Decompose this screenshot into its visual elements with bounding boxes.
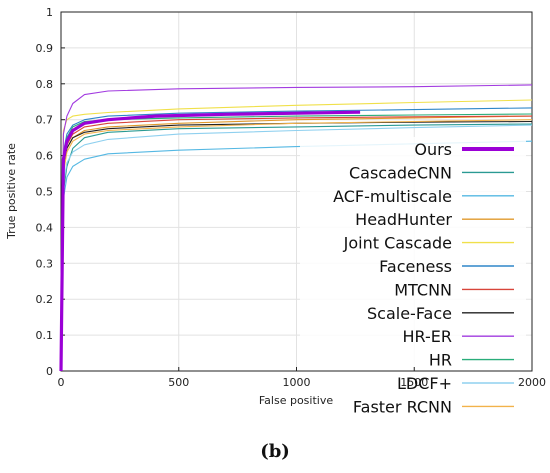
legend: Ours CascadeCNN ACF-multiscale HeadHunter Jo… bbox=[300, 137, 526, 416]
series-line-cascadecnn bbox=[60, 123, 533, 372]
legend-label-ldcf: LDCF+ bbox=[397, 374, 452, 393]
legend-label-acf-multiscale: ACF-multiscale bbox=[333, 187, 452, 206]
legend-label-hr: HR bbox=[429, 351, 452, 370]
grid bbox=[61, 12, 532, 371]
legend-label-faceness: Faceness bbox=[379, 257, 452, 276]
series-line-ldcf bbox=[60, 124, 533, 372]
x-tick-label: 1500 bbox=[400, 376, 428, 389]
y-tick-label: 0 bbox=[46, 365, 53, 378]
y-tick-label: 0.7 bbox=[36, 114, 54, 127]
legend-label-hr-er: HR-ER bbox=[403, 327, 453, 346]
x-axis-label: False positive bbox=[259, 394, 333, 407]
legend-label-faster-rcnn: Faster RCNN bbox=[353, 397, 452, 416]
y-tick-label: 0.4 bbox=[36, 221, 54, 234]
x-tick-label: 1000 bbox=[283, 376, 311, 389]
x-tick-label: 0 bbox=[58, 376, 65, 389]
legend-label-ours: Ours bbox=[414, 140, 452, 159]
caption-label: (b) bbox=[260, 441, 290, 462]
y-tick-label: 0.8 bbox=[36, 78, 54, 91]
series-line-hr-er bbox=[60, 84, 533, 372]
x-tick-label: 500 bbox=[168, 376, 189, 389]
series-lines bbox=[59, 84, 533, 372]
figure-caption: (b) bbox=[0, 441, 550, 462]
y-tick-label: 0.6 bbox=[36, 150, 54, 163]
legend-label-scale-face: Scale-Face bbox=[367, 304, 452, 323]
legend-label-cascadecnn: CascadeCNN bbox=[349, 163, 452, 182]
y-tick-label: 0.9 bbox=[36, 42, 54, 55]
y-tick-label: 0.5 bbox=[36, 186, 54, 199]
series-line-faster-rcnn bbox=[60, 119, 533, 372]
axis-ticks: 0 500 1000 1500 2000 0 0.1 0.2 0.3 0.4 0.5 0.6 0.7 0.… bbox=[36, 6, 547, 389]
x-tick-label: 2000 bbox=[518, 376, 546, 389]
legend-box bbox=[300, 137, 526, 367]
legend-label-mtcnn: MTCNN bbox=[394, 280, 452, 299]
y-axis-label: True positive rate bbox=[5, 143, 18, 240]
y-tick-label: 0.1 bbox=[36, 329, 54, 342]
legend-label-headhunter: HeadHunter bbox=[355, 210, 452, 229]
legend-label-joint-cascade: Joint Cascade bbox=[343, 234, 452, 253]
y-tick-label: 1 bbox=[46, 6, 53, 19]
series-line-ours bbox=[59, 110, 361, 372]
y-tick-label: 0.3 bbox=[36, 257, 54, 270]
y-tick-label: 0.2 bbox=[36, 293, 54, 306]
